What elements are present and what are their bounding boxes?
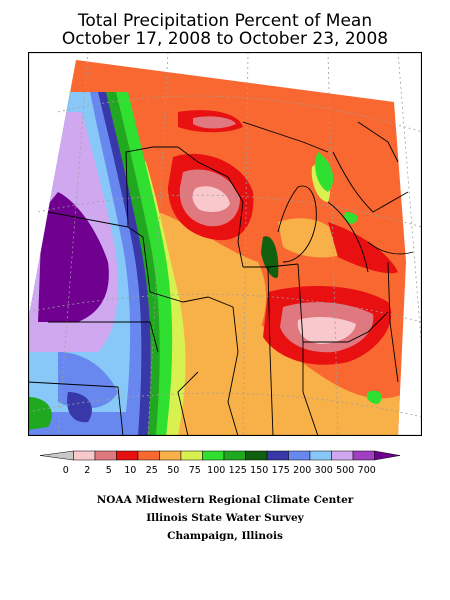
- region-100-125-ne: [315, 152, 334, 192]
- region-75-100: [132, 152, 186, 436]
- region-50-75-central: [158, 212, 267, 372]
- region-5-10-up: [193, 116, 236, 129]
- legend-labels: 0 2 5 10 25 50 75 100 125 150 175 200 300 500 700: [63, 465, 376, 476]
- legend-label: 125: [229, 465, 247, 476]
- region-2-5-wi: [192, 186, 230, 212]
- region-175-200-sw: [67, 392, 92, 423]
- legend-label: 2: [84, 465, 90, 476]
- legend-label: 100: [207, 465, 225, 476]
- map-date-range: October 17, 2008 to October 23, 2008: [61, 29, 389, 49]
- legend-label: 200: [293, 465, 311, 476]
- region-125-150-sw: [28, 397, 52, 430]
- credit-location: Champaign, Illinois: [167, 530, 283, 542]
- region-100-125-mi: [344, 212, 358, 224]
- legend-label: 50: [167, 465, 179, 476]
- legend-swatch: [288, 450, 311, 461]
- legend-label: 500: [336, 465, 354, 476]
- region-10-25-east: [328, 222, 398, 274]
- region-100-125-se: [366, 390, 382, 404]
- legend-swatch: [159, 450, 182, 461]
- region-150-175: [261, 236, 279, 278]
- legend-swatch: [137, 450, 160, 461]
- legend-label: 5: [106, 465, 112, 476]
- legend-label: 300: [315, 465, 333, 476]
- state-boundaries: [28, 121, 414, 436]
- legend-swatch: [309, 450, 332, 461]
- legend-swatch: [94, 450, 117, 461]
- credit-organization: NOAA Midwestern Regional Climate Center: [96, 494, 354, 506]
- legend-swatch: [266, 450, 289, 461]
- color-legend: 0 2 5 10 25 50 75 100 125 150 175 200 300 500 700: [40, 450, 401, 476]
- precipitation-map: [28, 52, 422, 436]
- region-700-plus: [38, 192, 109, 322]
- legend-swatch: [331, 450, 354, 461]
- legend-label: 700: [358, 465, 376, 476]
- region-2-5-oh: [297, 317, 356, 344]
- legend-swatch: [245, 450, 268, 461]
- lat-lon-grid: [28, 52, 422, 436]
- legend-swatch: [116, 450, 139, 461]
- credit-survey: Illinois State Water Survey: [146, 512, 304, 524]
- legend-label: 150: [250, 465, 268, 476]
- legend-label: 0: [63, 465, 69, 476]
- legend-label: 75: [189, 465, 201, 476]
- region-100-125: [116, 92, 173, 436]
- legend-swatch: [180, 450, 203, 461]
- region-125-150: [106, 92, 160, 436]
- legend-swatch: [374, 450, 401, 461]
- legend-label: 175: [272, 465, 290, 476]
- legend-swatch: [202, 450, 225, 461]
- legend-swatch: [40, 450, 74, 461]
- legend-swatch: [73, 450, 96, 461]
- legend-swatch: [223, 450, 246, 461]
- legend-label: 25: [146, 465, 158, 476]
- map-frame: [28, 52, 422, 436]
- map-title: Total Precipitation Percent of Mean: [77, 11, 373, 31]
- legend-label: 10: [124, 465, 136, 476]
- legend-color-bar: [40, 450, 401, 461]
- legend-swatch: [352, 450, 375, 461]
- precipitation-field: [28, 60, 406, 436]
